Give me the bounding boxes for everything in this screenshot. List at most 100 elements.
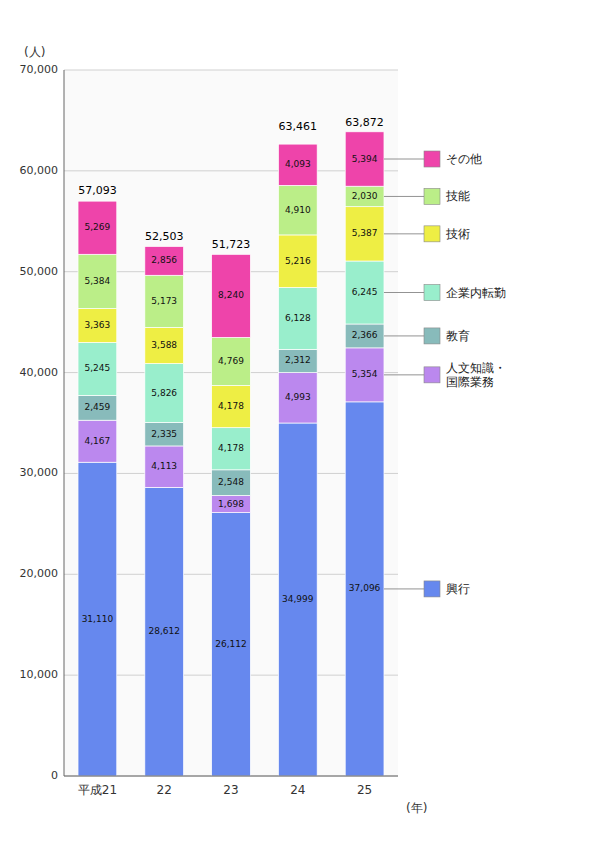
bar-segment <box>212 428 251 470</box>
legend-label: 興行 <box>446 581 470 595</box>
data-label: 26,112 <box>215 639 247 649</box>
bar-segment <box>278 185 317 235</box>
bar-segment <box>145 246 184 275</box>
bar-segment <box>212 470 251 496</box>
data-label: 3,363 <box>85 320 111 330</box>
y-tick-label: 40,000 <box>20 366 59 379</box>
data-label: 2,312 <box>285 355 311 365</box>
data-label: 2,459 <box>85 402 111 412</box>
legend-connector <box>384 159 424 160</box>
legend-swatch <box>424 151 440 167</box>
data-label: 28,612 <box>148 626 180 636</box>
data-label: 4,993 <box>285 392 311 402</box>
bar-segment <box>78 395 117 420</box>
grid-line <box>64 776 398 777</box>
y-axis-line <box>64 70 65 776</box>
bar-segment <box>78 309 117 343</box>
bar-segment <box>78 201 117 254</box>
y-tick-label: 30,000 <box>20 466 59 479</box>
y-axis: 010,00020,00030,00040,00050,00060,00070,… <box>20 63 399 782</box>
data-label: 2,856 <box>151 255 177 265</box>
x-tick-label: 22 <box>157 783 172 797</box>
legend-label: 技能 <box>445 189 470 203</box>
data-label: 6,128 <box>285 313 311 323</box>
data-label: 1,698 <box>218 499 244 509</box>
grid-line <box>64 70 398 71</box>
plot-area <box>64 70 398 776</box>
bar-segment <box>212 254 251 337</box>
y-tick-label: 20,000 <box>20 567 59 580</box>
data-label: 5,245 <box>85 363 111 373</box>
data-label: 4,910 <box>285 205 311 215</box>
bar-segment <box>278 423 317 776</box>
y-tick-label: 10,000 <box>20 668 59 681</box>
bar-segment <box>345 324 384 348</box>
legend-connector <box>384 292 424 293</box>
legend-connector <box>384 374 424 375</box>
bars <box>78 132 384 776</box>
data-label: 2,335 <box>151 429 177 439</box>
data-label: 5,173 <box>151 296 177 306</box>
legend-swatch <box>424 188 440 204</box>
bar-segment <box>345 186 384 206</box>
legend-label: 教育 <box>446 328 470 342</box>
data-label: 4,178 <box>218 401 244 411</box>
total-label: 52,503 <box>145 230 184 243</box>
total-label: 63,872 <box>345 116 384 129</box>
bar-segment <box>145 364 184 423</box>
legend-label: その他 <box>446 152 482 166</box>
x-tick-label: 23 <box>223 783 238 797</box>
total-label: 63,461 <box>279 120 318 133</box>
total-label: 51,723 <box>212 238 251 251</box>
data-label: 5,826 <box>151 388 177 398</box>
total-label: 57,093 <box>78 184 117 197</box>
bar-segment <box>345 348 384 402</box>
bar-segment <box>212 496 251 513</box>
data-label: 37,096 <box>349 583 381 593</box>
legend: その他技能技術企業内転勤教育人文知識・国際業務興行 <box>384 151 506 597</box>
x-axis-label: (年) <box>406 801 427 815</box>
y-tick-label: 60,000 <box>20 164 59 177</box>
bar-segment <box>345 261 384 324</box>
data-label: 6,245 <box>352 287 378 297</box>
bar-segment <box>345 402 384 776</box>
bar-segment <box>278 288 317 350</box>
data-label: 4,093 <box>285 159 311 169</box>
x-tick-label: 平成21 <box>78 783 117 797</box>
bar-segment <box>212 337 251 385</box>
bar-segment <box>345 132 384 186</box>
data-label: 4,178 <box>218 443 244 453</box>
data-label: 4,167 <box>85 436 111 446</box>
y-tick-label: 50,000 <box>20 265 59 278</box>
data-label: 5,394 <box>352 154 378 164</box>
bar-segment <box>145 487 184 776</box>
data-label: 5,269 <box>85 222 111 232</box>
legend-label: 人文知識・国際業務 <box>446 360 506 388</box>
data-label: 2,548 <box>218 477 244 487</box>
bar-segment <box>278 144 317 185</box>
bar-segment <box>78 343 117 396</box>
data-label: 3,588 <box>151 340 177 350</box>
data-label: 4,113 <box>151 461 177 471</box>
x-tick-label: 24 <box>290 783 305 797</box>
data-label: 2,366 <box>352 330 378 340</box>
legend-swatch <box>424 285 440 301</box>
bar-segment <box>212 386 251 428</box>
legend-swatch <box>424 581 440 597</box>
data-label: 4,769 <box>218 356 244 366</box>
bar-segment <box>212 513 251 776</box>
bar-segment <box>78 462 117 776</box>
bar-segment <box>145 327 184 363</box>
data-label: 5,384 <box>85 276 111 286</box>
y-axis-label: (人) <box>24 45 45 59</box>
data-label: 5,387 <box>352 228 378 238</box>
legend-swatch <box>424 367 440 383</box>
legend-swatch <box>424 328 440 344</box>
bar-segment <box>145 446 184 487</box>
legend-connector <box>384 233 424 234</box>
data-label: 5,216 <box>285 256 311 266</box>
chart: 010,00020,00030,00040,00050,00060,00070,… <box>0 0 595 842</box>
bar-segment <box>78 420 117 462</box>
bar-segment <box>278 349 317 372</box>
legend-connector <box>384 196 424 197</box>
